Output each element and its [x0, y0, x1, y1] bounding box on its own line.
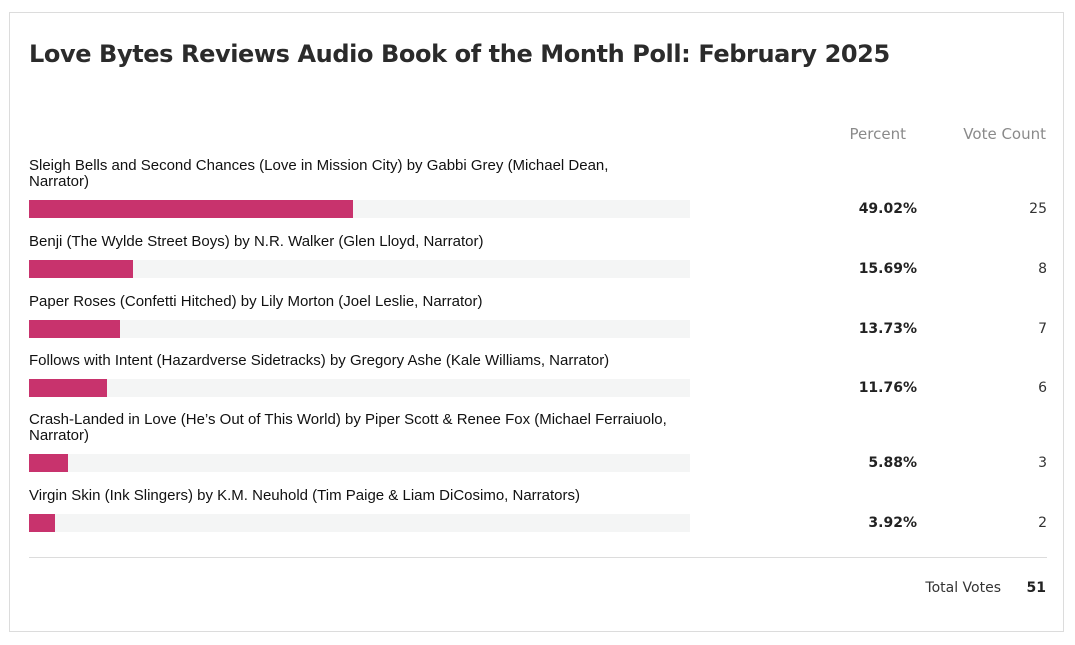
option-label: Sleigh Bells and Second Chances (Love in… [29, 157, 609, 190]
option-percent: 13.73% [858, 321, 917, 337]
result-bar-fill [29, 379, 107, 397]
result-bar-track [29, 379, 690, 397]
result-bar-fill [29, 200, 354, 218]
option-label: Virgin Skin (Ink Slingers) by K.M. Neuho… [29, 487, 581, 504]
result-bar-fill [29, 320, 120, 338]
option-vote-count: 25 [1029, 201, 1047, 217]
option-label: Benji (The Wylde Street Boys) by N.R. Wa… [29, 233, 484, 250]
result-bar-fill [29, 260, 133, 278]
option-vote-count: 2 [1038, 515, 1047, 531]
option-vote-count: 6 [1038, 380, 1047, 396]
poll-results: Sleigh Bells and Second Chances (Love in… [10, 13, 1063, 631]
option-vote-count: 3 [1038, 455, 1047, 471]
footer-divider [29, 557, 1047, 558]
total-votes-value: 51 [1026, 580, 1046, 596]
option-vote-count: 7 [1038, 321, 1047, 337]
result-bar-track [29, 320, 690, 338]
poll-card: Love Bytes Reviews Audio Book of the Mon… [9, 12, 1064, 632]
poll-title: Love Bytes Reviews Audio Book of the Mon… [29, 40, 890, 68]
option-percent: 11.76% [858, 380, 917, 396]
result-bar-track [29, 454, 690, 472]
percent-column-header: Percent [849, 125, 906, 143]
option-label: Paper Roses (Confetti Hitched) by Lily M… [29, 293, 483, 310]
result-bar-fill [29, 514, 55, 532]
total-votes-label: Total Votes [925, 580, 1001, 596]
result-bar-fill [29, 454, 68, 472]
option-vote-count: 8 [1038, 261, 1047, 277]
option-percent: 15.69% [858, 261, 917, 277]
option-percent: 3.92% [868, 515, 917, 531]
result-bar-track [29, 200, 690, 218]
option-percent: 5.88% [868, 455, 917, 471]
result-bar-track [29, 514, 690, 532]
result-bar-track [29, 260, 690, 278]
option-label: Follows with Intent (Hazardverse Sidetra… [29, 352, 610, 369]
vote-count-column-header: Vote Count [963, 125, 1046, 143]
option-percent: 49.02% [858, 201, 917, 217]
option-label: Crash-Landed in Love (He’s Out of This W… [29, 411, 667, 444]
